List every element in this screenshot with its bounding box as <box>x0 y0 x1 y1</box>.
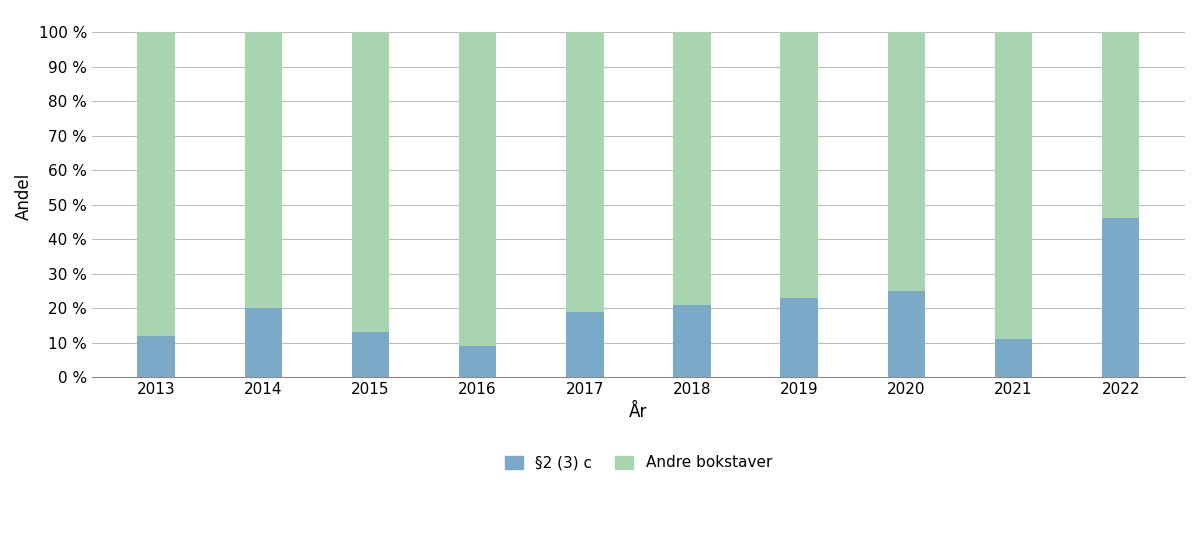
Bar <box>780 32 818 298</box>
Bar <box>458 346 497 377</box>
Bar <box>780 298 818 377</box>
Bar <box>1102 219 1140 377</box>
Bar <box>673 32 710 305</box>
Bar <box>995 32 1032 339</box>
Bar <box>352 32 389 332</box>
Bar <box>566 311 604 377</box>
Bar <box>245 32 282 308</box>
Bar <box>137 336 175 377</box>
Bar <box>458 32 497 346</box>
Bar <box>352 332 389 377</box>
X-axis label: År: År <box>629 402 648 421</box>
Bar <box>245 308 282 377</box>
Bar <box>995 339 1032 377</box>
Y-axis label: Andel: Andel <box>14 172 32 220</box>
Legend: §2 (3) c, Andre bokstaver: §2 (3) c, Andre bokstaver <box>497 448 780 478</box>
Bar <box>1102 32 1140 219</box>
Bar <box>888 291 925 377</box>
Bar <box>888 32 925 291</box>
Bar <box>137 32 175 336</box>
Bar <box>673 305 710 377</box>
Bar <box>566 32 604 311</box>
